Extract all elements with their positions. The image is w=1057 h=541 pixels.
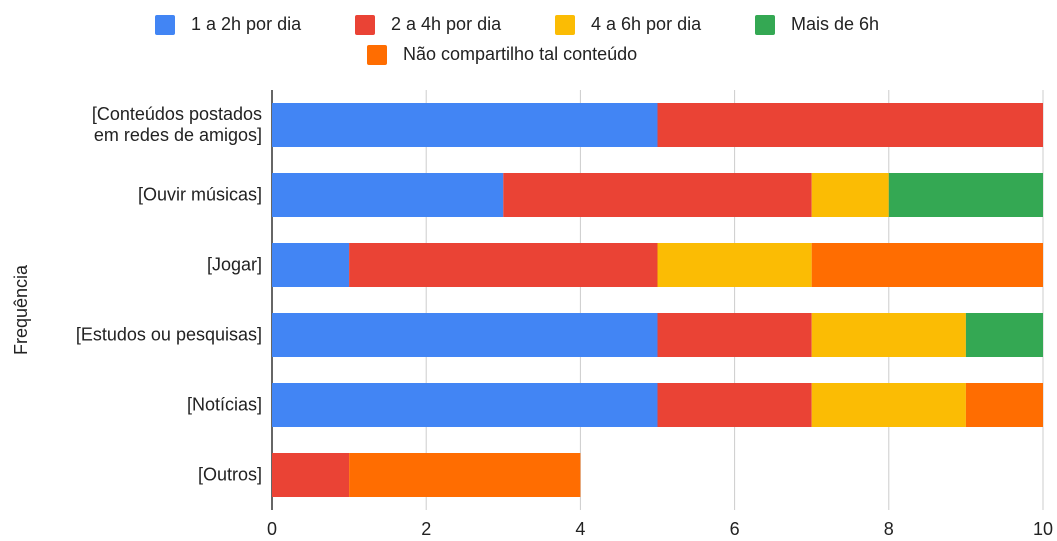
- legend-label: Mais de 6h: [791, 14, 879, 34]
- bar-segment: [965, 313, 1043, 357]
- bar-segment: [888, 173, 1043, 217]
- bar-segment: [657, 383, 812, 427]
- bar-segment: [349, 243, 658, 287]
- bar-segment: [503, 173, 812, 217]
- bar-segment: [811, 383, 966, 427]
- x-tick-label: 6: [730, 519, 740, 539]
- bar-segment: [811, 173, 889, 217]
- legend-swatch: [367, 45, 387, 65]
- legend-swatch: [355, 15, 375, 35]
- legend-swatch: [755, 15, 775, 35]
- bar-segment: [965, 383, 1043, 427]
- y-tick-label: [Conteúdos postados em redes de amigos]: [91, 104, 262, 145]
- bar-segment: [657, 243, 812, 287]
- bar-segment: [811, 313, 966, 357]
- legend-label: Não compartilho tal conteúdo: [403, 44, 637, 64]
- bar-segment: [272, 313, 658, 357]
- y-axis-title: Frequência: [11, 264, 31, 355]
- x-tick-label: 8: [884, 519, 894, 539]
- y-tick-label: [Outros]: [197, 464, 262, 485]
- legend-swatch: [155, 15, 175, 35]
- bar-segment: [272, 243, 350, 287]
- legend-label: 4 a 6h por dia: [591, 14, 702, 34]
- bar-segment: [272, 173, 504, 217]
- bar-segment: [657, 103, 1043, 147]
- bar-segment: [272, 383, 658, 427]
- legend-swatch: [555, 15, 575, 35]
- bar-segment: [349, 453, 581, 497]
- y-tick-label: [Ouvir músicas]: [137, 184, 262, 205]
- bar-segment: [811, 243, 1043, 287]
- bar-segment: [657, 313, 812, 357]
- y-tick-label: [Jogar]: [206, 254, 262, 275]
- x-tick-label: 4: [575, 519, 585, 539]
- y-tick-label: [Estudos ou pesquisas]: [75, 324, 262, 345]
- x-tick-label: 2: [421, 519, 431, 539]
- bar-segment: [272, 103, 658, 147]
- y-tick-label: [Notícias]: [186, 394, 262, 415]
- legend-label: 2 a 4h por dia: [391, 14, 502, 34]
- x-tick-label: 0: [267, 519, 277, 539]
- legend-label: 1 a 2h por dia: [191, 14, 302, 34]
- bar-segment: [272, 453, 350, 497]
- x-tick-label: 10: [1033, 519, 1053, 539]
